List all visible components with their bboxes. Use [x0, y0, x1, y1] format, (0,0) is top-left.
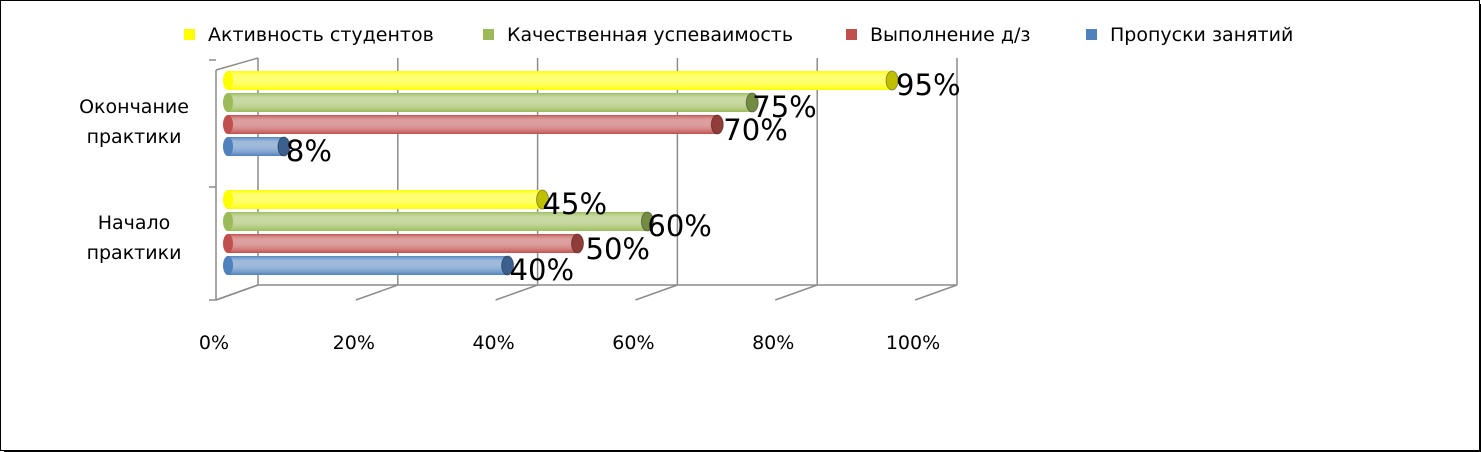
data-label: 40% [510, 253, 574, 287]
data-label: 75% [752, 90, 816, 124]
bar-end-cap-shade [711, 115, 724, 134]
bar-start-cap [223, 256, 233, 275]
bar-end-cap [640, 211, 654, 232]
category-label: Окончание практики [79, 96, 189, 148]
data-label: 8% [286, 134, 332, 168]
data-label: 45% [543, 187, 607, 221]
bar-end-cap [710, 114, 724, 135]
frame-shadow-bottom [4, 450, 1481, 452]
floor-line-5 [914, 284, 958, 301]
bar-shade [228, 190, 543, 209]
bar [223, 189, 550, 210]
bar [223, 70, 899, 91]
bar-end-cap-shade [886, 71, 899, 90]
legend-swatch [483, 29, 494, 40]
bar-shade [228, 212, 648, 231]
bar-start-cap [223, 93, 233, 112]
x-tick-label: 20% [333, 332, 375, 354]
bar-start-cap [223, 115, 233, 134]
bar-start-cap [223, 137, 233, 156]
bar [223, 233, 584, 254]
x-tick-label: 0% [199, 332, 229, 354]
bar-end-cap-shade [536, 190, 549, 209]
legend-label: Выполнение д/з [870, 24, 1030, 46]
bar-end-cap-shade [501, 256, 514, 275]
wall-bottom-edge [215, 284, 259, 301]
legend-label: Активность студентов [208, 24, 434, 46]
bar-end-cap [571, 233, 584, 254]
bar-shade [228, 256, 508, 275]
floor-line-4 [774, 284, 818, 301]
bar [223, 114, 724, 135]
bar [223, 211, 654, 232]
data-label: 95% [896, 68, 960, 102]
data-label: 50% [586, 232, 650, 266]
bar-start-cap [223, 190, 233, 209]
bar-start-cap [223, 212, 233, 231]
bar-end-cap [745, 92, 759, 113]
bar-shade [228, 93, 753, 112]
legend-label: Качественная успеваимость [507, 24, 793, 46]
bar-end-cap [501, 255, 515, 276]
legend: Активность студентов Качественная успеваи… [184, 24, 1293, 46]
legend-swatch [184, 29, 195, 40]
x-tick-label: 80% [752, 332, 794, 354]
bar [223, 255, 515, 276]
x-tick-label: 100% [886, 332, 940, 354]
bar-end-cap [277, 136, 291, 157]
category-label: Начало практики [87, 212, 182, 264]
floor-line-2 [495, 284, 538, 301]
bar-shade [228, 71, 893, 90]
frame-shadow-right [1479, 4, 1481, 452]
axis-layer: 0% 20% 40% 60% 80% 100% Окончание практики Начал… [79, 59, 940, 354]
bar-start-cap [223, 71, 233, 90]
x-tick-label: 60% [612, 332, 654, 354]
bar [223, 136, 291, 157]
data-label: 70% [723, 113, 787, 147]
bar-start-cap [223, 234, 233, 253]
bar-end-cap-shade [641, 212, 654, 231]
bar-shade [228, 115, 718, 134]
wall-top-edge [215, 57, 259, 71]
floor-line-1 [355, 284, 399, 301]
bar-shade [228, 234, 578, 253]
legend-label: Пропуски занятий [1110, 24, 1293, 46]
bar-end-cap-shade [277, 137, 290, 156]
bar-end-cap [885, 70, 899, 91]
data-label: 60% [647, 209, 711, 243]
bar [223, 92, 759, 113]
x-tick-label: 40% [472, 332, 514, 354]
bar-shade [228, 137, 284, 156]
legend-swatch [1086, 29, 1097, 40]
bar-end-cap [536, 189, 550, 210]
floor-line-3 [635, 284, 678, 301]
bars-layer [223, 70, 899, 276]
data-labels-layer: 95% 75%70% 8% 45% 60%50% 40% [286, 68, 961, 287]
legend-swatch [846, 29, 857, 40]
bar-end-cap-shade [571, 234, 584, 253]
bar-end-cap-shade [746, 93, 759, 112]
